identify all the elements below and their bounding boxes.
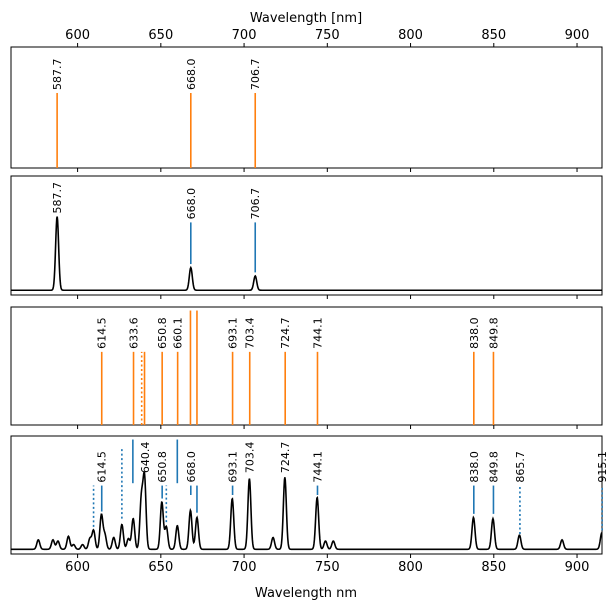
bottom-tick-label: 900 — [565, 560, 590, 575]
panel-frame — [10, 46, 603, 169]
bottom-tick-label: 600 — [65, 560, 90, 575]
bottom-tick-label: 800 — [398, 560, 423, 575]
wavelength-label: 587.7 — [51, 182, 64, 214]
top-tick-label: 800 — [398, 28, 423, 43]
wavelength-label: 693.1 — [227, 451, 240, 483]
wavelength-label: 693.1 — [227, 317, 240, 349]
wavelength-label: 660.1 — [172, 317, 185, 349]
bottom-tick-label: 750 — [315, 560, 340, 575]
panel-1: 600 650 700 750 800 850 900 587.7 668.0 706.7 — [10, 28, 603, 172]
spectrum-line — [11, 216, 602, 292]
wavelength-label: 650.8 — [156, 317, 169, 349]
top-tick-label: 700 — [232, 28, 257, 43]
panel-frame — [10, 175, 603, 296]
panel-4: 600 650 700 750 800 850 900 614.5 640.4 650.8 668.… — [10, 435, 609, 575]
wavelength-label: 849.8 — [487, 451, 500, 483]
bottom-tick-label: 650 — [148, 560, 173, 575]
bottom-axis-label: Wavelength nm — [255, 586, 357, 601]
top-axis-label: Wavelength [nm] — [250, 11, 362, 26]
top-tick-label: 900 — [565, 28, 590, 43]
wavelength-label: 650.8 — [156, 451, 169, 483]
wavelength-label: 706.7 — [249, 58, 262, 90]
wavelength-label: 668.0 — [185, 188, 198, 220]
wavelength-label: 744.1 — [311, 317, 324, 349]
panel-2: 587.7 668.0 706.7 — [10, 175, 603, 299]
top-tick-label: 650 — [148, 28, 173, 43]
panel-3: 614.5 633.6 650.8 660.1 693.1 703.4 724.7 744.1… — [10, 306, 603, 429]
bottom-tick-label: 700 — [232, 560, 257, 575]
wavelength-label: 633.6 — [128, 317, 141, 349]
bottom-tick-label: 850 — [481, 560, 506, 575]
wavelength-label: 915.1 — [596, 451, 609, 483]
wavelength-label: 838.0 — [468, 317, 481, 349]
wavelength-label: 703.4 — [244, 442, 257, 474]
wavelength-label: 668.0 — [185, 58, 198, 90]
wavelength-label: 668.0 — [185, 451, 198, 483]
wavelength-label: 703.4 — [244, 317, 257, 349]
wavelength-label: 724.7 — [279, 442, 292, 474]
panel-frame — [10, 435, 603, 555]
top-tick-label: 750 — [315, 28, 340, 43]
wavelength-label: 587.7 — [51, 58, 64, 90]
wavelength-label: 849.8 — [487, 317, 500, 349]
wavelength-label: 706.7 — [249, 188, 262, 220]
wavelength-label: 865.7 — [514, 451, 527, 483]
wavelength-label: 614.5 — [96, 451, 109, 483]
spectrum-line — [11, 471, 603, 551]
top-tick-label: 600 — [65, 28, 90, 43]
top-tick-label: 850 — [481, 28, 506, 43]
wavelength-label: 838.0 — [468, 451, 481, 483]
wavelength-label: 724.7 — [279, 317, 292, 349]
wavelength-label: 744.1 — [311, 451, 324, 483]
panel-frame — [10, 306, 603, 426]
wavelength-label: 640.4 — [139, 442, 152, 474]
wavelength-label: 614.5 — [96, 317, 109, 349]
